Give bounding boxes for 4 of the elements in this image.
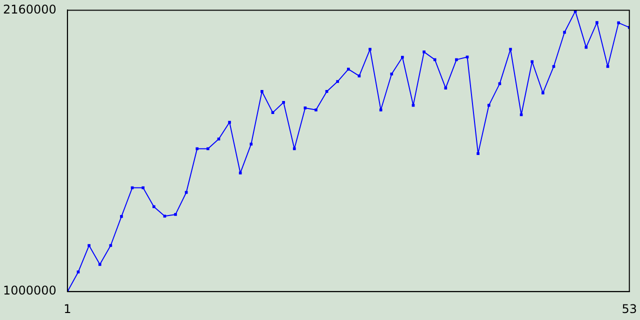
x-tick-label: 1 <box>64 302 72 316</box>
y-tick-label: 2160000 <box>2 2 56 16</box>
y-tick-label: 1000000 <box>2 284 56 298</box>
x-tick-label: 53 <box>622 302 638 316</box>
